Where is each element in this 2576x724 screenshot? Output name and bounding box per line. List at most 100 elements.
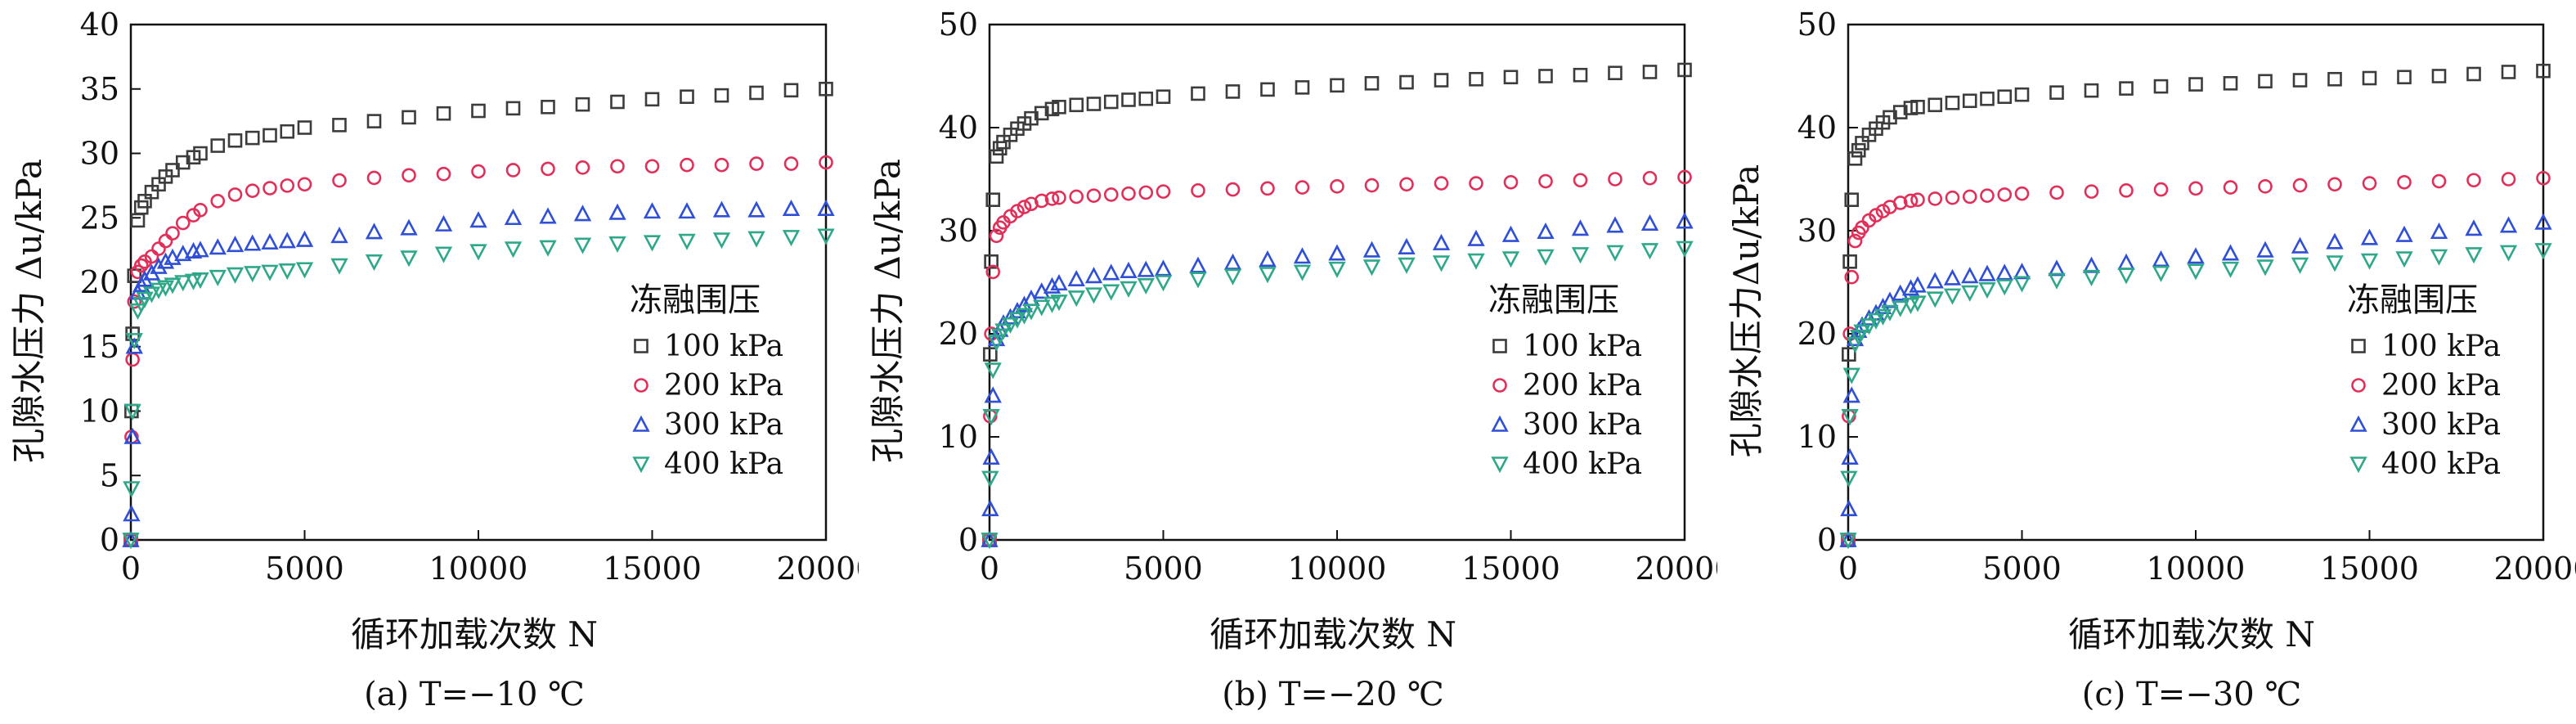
data-point bbox=[1945, 190, 1960, 205]
data-point bbox=[1501, 251, 1520, 268]
data-point bbox=[2258, 179, 2273, 194]
data-point bbox=[2536, 63, 2551, 79]
y-tick-label: 25 bbox=[80, 200, 119, 236]
data-point bbox=[1910, 100, 1925, 115]
data-point bbox=[1050, 273, 1068, 291]
data-point bbox=[1137, 260, 1155, 277]
data-point bbox=[2395, 251, 2413, 268]
data-point bbox=[984, 386, 1002, 403]
data-point bbox=[127, 268, 142, 283]
data-point bbox=[539, 240, 557, 257]
data-point bbox=[2152, 265, 2170, 282]
data-point bbox=[1293, 247, 1312, 264]
data-point bbox=[1943, 268, 1962, 286]
data-point bbox=[981, 533, 999, 550]
x-tick-label: 5000 bbox=[1982, 551, 2062, 587]
data-point bbox=[1432, 233, 1451, 250]
data-point bbox=[1844, 192, 1860, 207]
data-point bbox=[2465, 247, 2483, 264]
data-point bbox=[1997, 187, 2013, 202]
data-point bbox=[1260, 181, 1275, 196]
data-point bbox=[1467, 229, 1485, 246]
data-point bbox=[712, 232, 731, 250]
x-axis-title: 循环加载次数 N bbox=[2068, 614, 2315, 654]
data-point bbox=[1008, 312, 1026, 329]
y-tick-label: 20 bbox=[1797, 316, 1837, 352]
y-tick-label: 40 bbox=[80, 7, 119, 43]
data-point bbox=[436, 166, 451, 182]
data-point bbox=[1995, 279, 2013, 296]
series-400-kPa bbox=[1839, 243, 2552, 550]
data-point bbox=[175, 215, 191, 231]
data-point bbox=[280, 178, 295, 193]
data-point bbox=[1892, 300, 1910, 317]
data-point bbox=[1364, 178, 1380, 193]
data-point bbox=[1980, 188, 1995, 203]
panel-caption: (c) T=−30 ℃ bbox=[2082, 676, 2301, 713]
data-point bbox=[1537, 222, 1555, 240]
data-point bbox=[1016, 200, 1032, 214]
data-point bbox=[1043, 277, 1061, 294]
data-point bbox=[402, 110, 416, 125]
data-point bbox=[2536, 170, 2551, 186]
data-point bbox=[985, 192, 1001, 207]
series-300-kPa bbox=[122, 199, 835, 547]
data-point bbox=[1223, 253, 1242, 270]
data-point bbox=[747, 200, 765, 218]
data-point bbox=[2430, 249, 2448, 266]
legend-title: 冻融围压 bbox=[2347, 281, 2478, 319]
data-point bbox=[1084, 287, 1103, 304]
data-point bbox=[278, 232, 296, 249]
x-tick-label: 20000 bbox=[777, 551, 859, 587]
data-point bbox=[1103, 94, 1119, 110]
data-point bbox=[2258, 74, 2273, 89]
data-point bbox=[1961, 285, 1979, 302]
data-point bbox=[1571, 247, 1590, 264]
legend-title: 冻融围压 bbox=[630, 281, 761, 319]
data-point bbox=[2256, 259, 2274, 277]
x-tick-label: 0 bbox=[121, 551, 141, 587]
data-point bbox=[1926, 272, 1944, 289]
data-point bbox=[989, 149, 1004, 164]
data-point bbox=[209, 238, 227, 255]
data-point bbox=[295, 230, 314, 247]
data-point bbox=[575, 97, 590, 112]
y-tick-label: 30 bbox=[939, 213, 978, 249]
data-point bbox=[2466, 173, 2481, 188]
data-point bbox=[644, 159, 660, 174]
series-100-kPa bbox=[982, 62, 1692, 547]
data-point bbox=[210, 193, 226, 209]
data-point bbox=[1084, 267, 1103, 284]
data-point bbox=[608, 203, 626, 220]
y-tick-label: 0 bbox=[958, 522, 978, 558]
legend-marker bbox=[2351, 378, 2366, 393]
data-point bbox=[1069, 97, 1084, 113]
data-point bbox=[1841, 447, 1859, 465]
data-point bbox=[610, 94, 625, 110]
data-point bbox=[469, 211, 487, 228]
data-point bbox=[2499, 245, 2518, 262]
data-point bbox=[1853, 324, 1871, 341]
y-tick-label: 30 bbox=[80, 136, 119, 172]
data-point bbox=[2292, 178, 2308, 193]
data-point bbox=[1052, 100, 1066, 115]
data-point bbox=[158, 233, 173, 249]
legend-label: 300 kPa bbox=[2381, 408, 2501, 442]
data-point bbox=[2326, 232, 2344, 250]
data-point bbox=[150, 282, 168, 299]
data-point bbox=[1571, 219, 1590, 236]
data-point bbox=[1223, 268, 1242, 286]
data-point bbox=[366, 114, 382, 128]
legend-marker bbox=[2351, 339, 2366, 353]
data-point bbox=[1642, 170, 1658, 186]
data-point bbox=[1503, 174, 1519, 190]
data-point bbox=[1860, 318, 1878, 335]
data-point bbox=[2397, 70, 2412, 85]
x-tick-label: 5000 bbox=[1124, 551, 1203, 587]
data-point bbox=[1869, 208, 1883, 223]
data-point bbox=[1945, 95, 1960, 110]
data-point bbox=[2223, 180, 2238, 195]
data-point bbox=[1432, 255, 1451, 272]
data-point bbox=[1328, 261, 1346, 278]
data-point bbox=[125, 337, 143, 354]
